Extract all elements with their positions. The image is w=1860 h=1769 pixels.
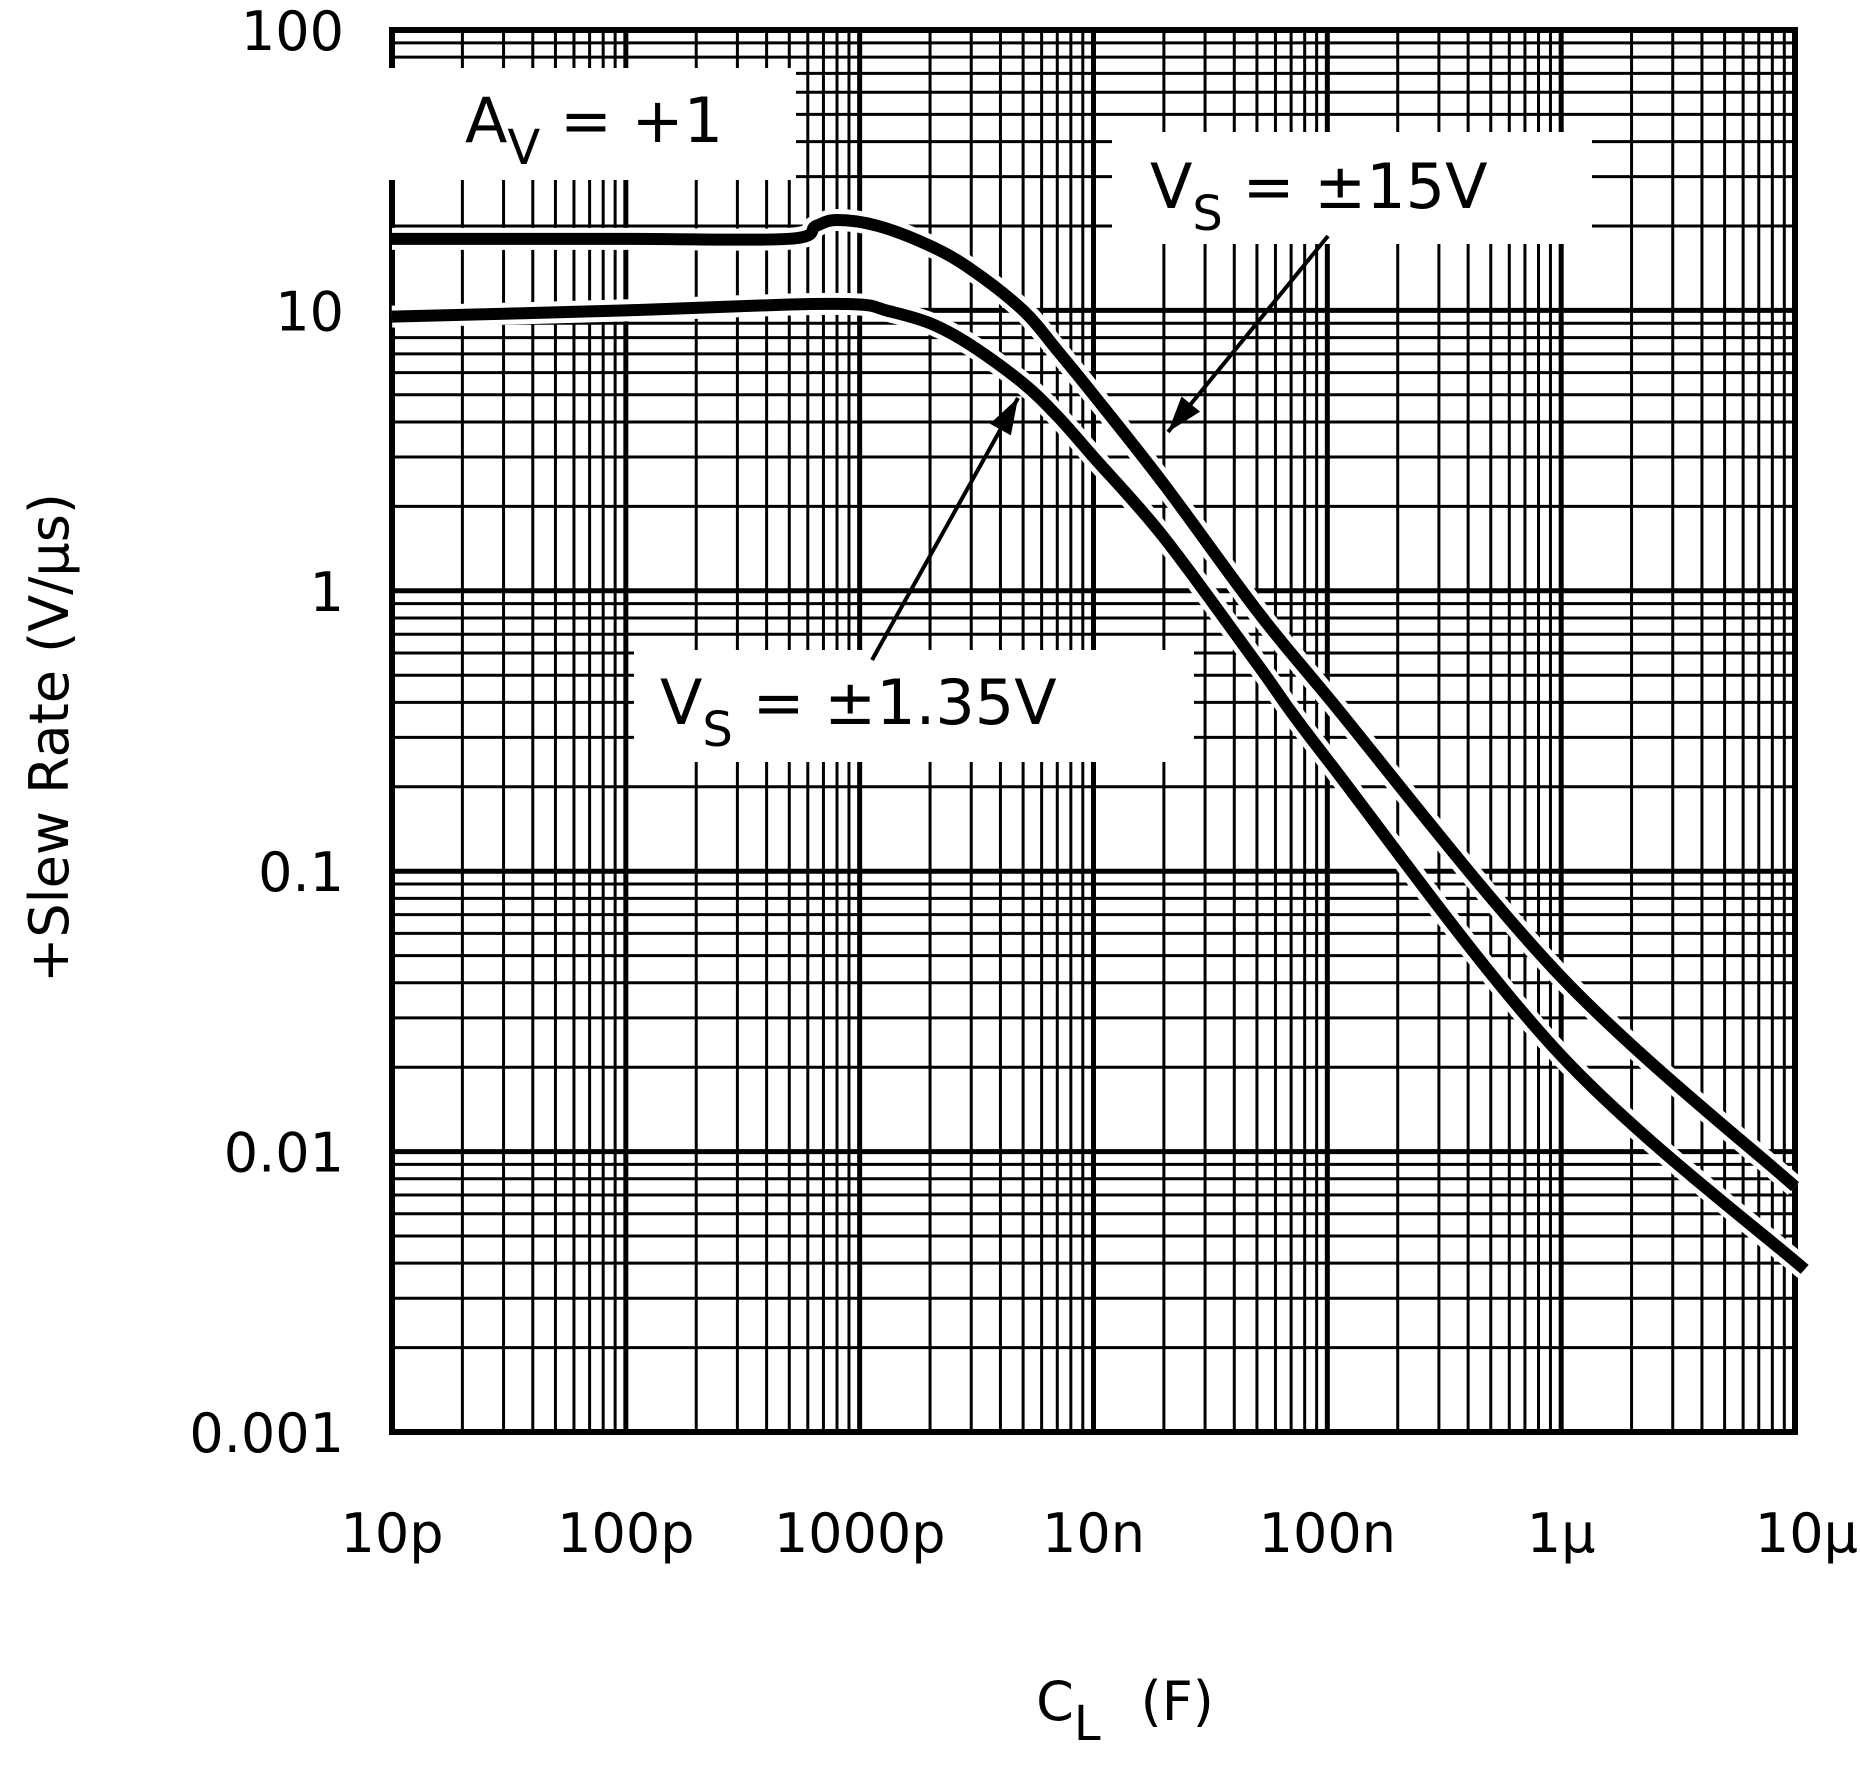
y-tick-label: 100 — [241, 0, 344, 63]
annotation-vs-15v-main: V — [1150, 150, 1192, 223]
x-axis-title-sub: L — [1074, 1696, 1101, 1752]
annotation-vs-15v: VS = ±15V — [1150, 150, 1488, 242]
annotation-vs-15v-sub: S — [1192, 186, 1222, 242]
annotation-av-sub: V — [507, 120, 540, 176]
x-axis-title-unit: (F) — [1141, 1670, 1214, 1733]
arrow-15v-shaft — [1166, 234, 1330, 434]
annotation-vs-1-35v-main: V — [660, 666, 702, 739]
annotation-av-rest: = +1 — [540, 84, 723, 157]
annotation-vs-1-35v-box — [634, 650, 1194, 762]
y-tick-label: 10 — [275, 280, 344, 343]
x-tick-label: 100n — [1259, 1502, 1396, 1565]
x-tick-label: 1μ — [1527, 1502, 1596, 1565]
y-tick-label: 0.1 — [258, 841, 344, 904]
annotation-vs-1-35v-rest: = ±1.35V — [733, 666, 1057, 739]
annotation-vs-1-35v: VS = ±1.35V — [660, 666, 1057, 758]
x-tick-label: 10p — [341, 1502, 444, 1565]
series-line-1-35v — [391, 297, 1809, 1274]
arrow-15v-head — [1168, 396, 1201, 432]
annotation-av: AV = +1 — [465, 84, 723, 176]
plot-frame — [389, 27, 1798, 1435]
arrow-1-35v-head — [989, 398, 1018, 436]
x-tick-label: 10μ — [1755, 1502, 1858, 1565]
arrow-1-35v-shaft — [870, 397, 1020, 661]
x-axis-title-main: C — [1036, 1670, 1074, 1733]
annotation-vs-15v-rest: = ±15V — [1223, 150, 1488, 223]
series-line-15v — [392, 214, 1800, 1192]
y-tick-label: 0.01 — [224, 1122, 344, 1185]
x-tick-label: 1000p — [774, 1502, 946, 1565]
y-tick-label: 1 — [310, 561, 344, 624]
annotation-vs-1-35v-sub: S — [702, 702, 732, 758]
x-axis-title: CL (F) — [1036, 1670, 1214, 1752]
y-tick-label: 0.001 — [189, 1402, 344, 1465]
series-layer — [391, 209, 1812, 1278]
x-tick-label: 100p — [557, 1502, 694, 1565]
x-tick-label: 10n — [1042, 1502, 1145, 1565]
annotation-av-box — [376, 68, 796, 180]
y-axis-title: +Slew Rate (V/μs) — [18, 493, 81, 983]
annotation-av-main: A — [465, 84, 507, 157]
y-tick-labels: 0.001 0.01 0.1 1 10 100 — [189, 0, 344, 1465]
annotation-vs-15v-box — [1112, 132, 1592, 244]
x-tick-labels: 10p 100p 1000p 10n 100n 1μ 10μ — [341, 1502, 1859, 1565]
